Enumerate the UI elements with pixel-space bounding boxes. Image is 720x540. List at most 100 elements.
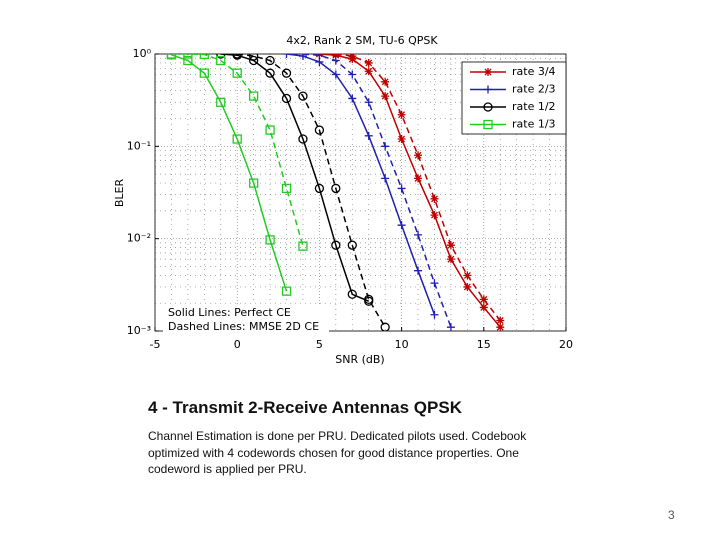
marker: [315, 57, 324, 66]
marker: [380, 322, 390, 331]
marker: [331, 70, 340, 79]
x-axis-label: SNR (dB): [335, 353, 384, 366]
x-tick-label: 0: [234, 338, 241, 351]
series-line: [220, 54, 370, 302]
slide-heading: 4 - Transmit 2-Receive Antennas QPSK: [148, 398, 462, 417]
marker: [414, 230, 423, 239]
marker: [479, 295, 488, 304]
x-tick-label: -5: [150, 338, 161, 351]
marker: [281, 286, 292, 296]
marker: [414, 151, 423, 160]
marker: [364, 67, 373, 76]
marker: [281, 93, 292, 104]
marker: [248, 178, 259, 188]
marker: [364, 131, 373, 140]
legend-label: rate 3/4: [512, 65, 556, 78]
y-tick-label: 10⁻¹: [127, 139, 151, 152]
marker: [430, 310, 439, 319]
marker: [397, 221, 406, 230]
marker: [216, 54, 226, 59]
marker: [496, 323, 505, 331]
marker: [166, 54, 177, 59]
legend-label: rate 1/3: [512, 118, 556, 131]
y-tick-label: 10⁰: [133, 47, 152, 60]
marker: [484, 68, 492, 76]
marker: [483, 102, 493, 112]
marker: [298, 54, 307, 58]
marker: [232, 68, 242, 78]
marker: [430, 211, 439, 220]
marker: [381, 92, 390, 101]
marker: [281, 183, 292, 194]
marker: [199, 54, 209, 60]
marker: [183, 54, 193, 59]
marker: [216, 55, 226, 66]
marker: [331, 183, 341, 194]
legend-label: rate 2/3: [512, 83, 556, 96]
marker: [381, 142, 390, 151]
x-tick-label: 15: [477, 338, 491, 351]
marker: [232, 134, 242, 144]
marker: [446, 255, 455, 264]
marker: [331, 240, 341, 250]
annotation: Solid Lines: Perfect CE: [168, 306, 291, 319]
marker: [331, 56, 340, 65]
marker: [381, 77, 390, 86]
annotation-box: [163, 304, 329, 332]
page-number: 3: [668, 508, 675, 522]
marker: [348, 54, 357, 61]
marker: [463, 282, 472, 291]
y-tick-label: 10⁻³: [127, 324, 151, 337]
plot-lines: [166, 54, 505, 331]
marker: [348, 94, 357, 103]
marker: [364, 58, 373, 67]
marker: [248, 55, 259, 66]
marker: [265, 125, 275, 135]
marker: [265, 235, 275, 245]
y-axis-label: BLER: [113, 179, 126, 208]
legend-box: [461, 61, 567, 135]
x-tick-label: 20: [559, 338, 573, 351]
marker: [364, 294, 374, 305]
x-tick-label: 5: [316, 338, 323, 351]
marker: [397, 135, 406, 144]
marker: [446, 241, 455, 250]
marker: [479, 303, 488, 312]
marker: [232, 54, 242, 59]
marker: [314, 183, 325, 194]
marker: [315, 54, 324, 60]
marker: [414, 266, 423, 275]
marker: [248, 54, 259, 61]
chart-title: 4x2, Rank 2 SM, TU-6 QPSK: [286, 34, 438, 47]
marker: [484, 85, 492, 94]
y-tick-label: 10⁻²: [127, 232, 151, 245]
legend-label: rate 1/2: [512, 100, 556, 113]
marker: [397, 110, 406, 119]
marker: [364, 98, 373, 107]
marker: [430, 279, 439, 288]
series-line: [171, 54, 304, 247]
marker: [496, 316, 505, 325]
plot-frame: [154, 53, 567, 332]
marker: [414, 174, 423, 183]
marker: [298, 91, 308, 101]
annotation: Dashed Lines: MMSE 2D CE: [168, 320, 319, 333]
marker: [298, 134, 308, 144]
series-line: [237, 54, 386, 328]
x-tick-label: 10: [395, 338, 409, 351]
marker: [463, 271, 472, 280]
series-line: [171, 54, 288, 292]
marker: [199, 68, 209, 78]
marker: [348, 70, 357, 79]
marker: [483, 119, 493, 130]
marker: [281, 68, 292, 78]
marker: [265, 68, 275, 78]
marker: [347, 240, 357, 250]
marker: [248, 91, 259, 101]
series-line: [302, 54, 452, 328]
marker: [381, 174, 390, 183]
marker: [216, 97, 226, 107]
marker: [446, 323, 455, 331]
